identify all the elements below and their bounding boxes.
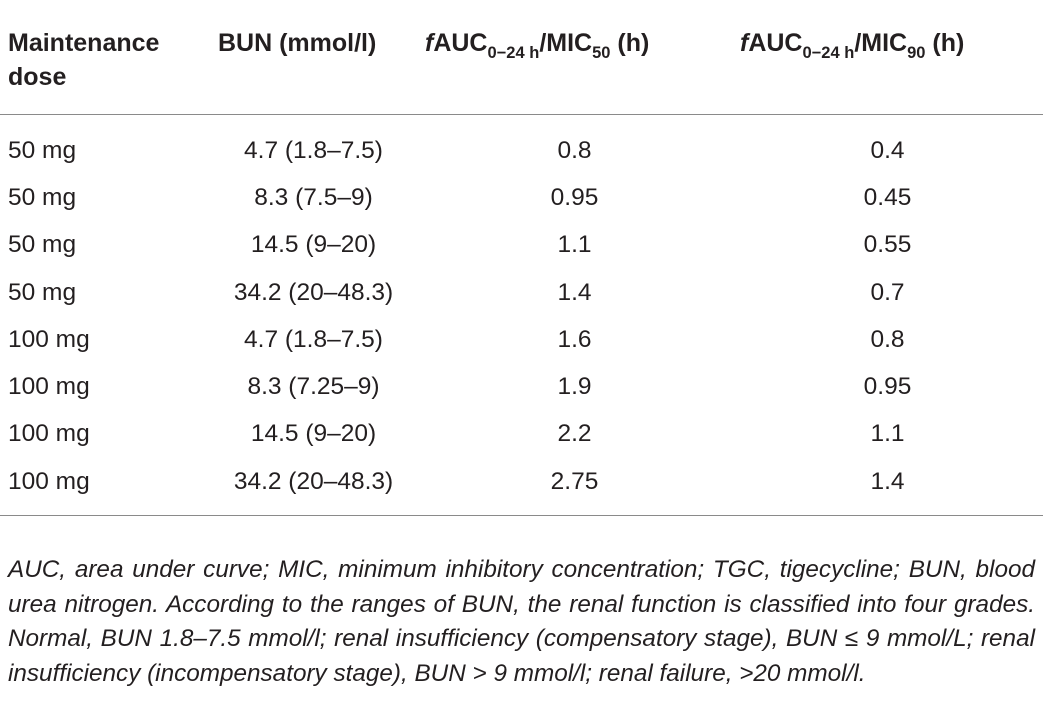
cell-mic90: 1.1 (870, 420, 905, 448)
table-row: 50 mg 8.3 (7.5–9) 0.95 0.45 (0, 174, 1043, 221)
dose-auc-mic-table: Maintenance dose BUN (mmol/l) fAUC0−24 h… (0, 10, 1043, 517)
cell-mic50: 2.2 (557, 420, 592, 448)
header-mic90-sub: 0−24 h (802, 44, 855, 63)
cell-dose: 100 mg (8, 325, 90, 353)
table-row: 100 mg 34.2 (20–48.3) 2.75 1.4 (0, 458, 1043, 517)
cell-mic50: 2.75 (417, 458, 732, 517)
cell-mic50: 1.4 (557, 278, 592, 306)
cell-bun: 8.3 (7.25–9) (247, 373, 380, 401)
cell-bun: 4.7 (1.8–7.5) (244, 136, 383, 164)
header-mic50-suffix: (h) (610, 29, 650, 57)
cell-bun: 8.3 (7.5–9) (254, 183, 373, 211)
table-row: 100 mg 4.7 (1.8–7.5) 1.6 0.8 (0, 316, 1043, 363)
header-bun: BUN (mmol/l) (218, 29, 377, 57)
header-fauc-mic90: fAUC0−24 h/MIC90 (h) (732, 10, 1043, 115)
table-header-row: Maintenance dose BUN (mmol/l) fAUC0−24 h… (0, 10, 1043, 115)
header-mic90-main: AUC (748, 29, 803, 57)
cell-dose: 100 mg (8, 420, 90, 448)
table-row: 50 mg 14.5 (9–20) 1.1 0.55 (0, 222, 1043, 269)
header-mic90-suffix: (h) (925, 29, 965, 57)
cell-bun: 14.5 (9–20) (250, 231, 377, 259)
header-mic50-prefix: f (425, 29, 434, 57)
header-mic50-sub2: 50 (592, 44, 611, 63)
table-header: Maintenance dose BUN (mmol/l) fAUC0−24 h… (0, 10, 1043, 115)
cell-mic90: 0.4 (870, 136, 905, 164)
cell-mic90: 0.55 (863, 231, 912, 259)
cell-dose: 100 mg (0, 458, 210, 517)
table-row: 50 mg 34.2 (20–48.3) 1.4 0.7 (0, 269, 1043, 316)
cell-mic90: 0.8 (870, 325, 905, 353)
cell-mic50: 1.1 (557, 231, 592, 259)
table-body: 50 mg 4.7 (1.8–7.5) 0.8 0.4 50 mg 8.3 (7… (0, 115, 1043, 517)
header-mic50-main: AUC (433, 29, 488, 57)
cell-mic50: 0.95 (550, 183, 599, 211)
cell-dose: 100 mg (8, 373, 90, 401)
cell-mic50: 1.9 (557, 373, 592, 401)
cell-mic90: 0.95 (863, 373, 912, 401)
cell-bun: 4.7 (1.8–7.5) (244, 325, 383, 353)
header-maintenance-dose: Maintenance dose (8, 29, 160, 91)
cell-dose: 50 mg (8, 231, 77, 259)
cell-mic90: 0.45 (863, 183, 912, 211)
cell-mic90: 1.4 (732, 458, 1043, 517)
cell-bun: 34.2 (20–48.3) (210, 458, 417, 517)
header-mic90-prefix: f (740, 29, 749, 57)
table-row: 50 mg 4.7 (1.8–7.5) 0.8 0.4 (0, 115, 1043, 175)
header-mic90-mid: /MIC (854, 29, 908, 57)
header-fauc-mic50: fAUC0−24 h/MIC50 (h) (417, 10, 732, 115)
table-footnote: AUC, area under curve; MIC, minimum inhi… (8, 556, 1035, 687)
header-mic50-mid: /MIC (539, 29, 593, 57)
cell-mic50: 1.6 (557, 325, 592, 353)
cell-dose: 50 mg (8, 136, 77, 164)
cell-mic50: 0.8 (557, 136, 592, 164)
header-mic90-sub2: 90 (907, 44, 926, 63)
table-row: 100 mg 14.5 (9–20) 2.2 1.1 (0, 411, 1043, 458)
table-row: 100 mg 8.3 (7.25–9) 1.9 0.95 (0, 363, 1043, 410)
header-mic50-sub: 0−24 h (487, 44, 540, 63)
cell-mic90: 0.7 (870, 278, 905, 306)
cell-dose: 50 mg (8, 183, 77, 211)
cell-bun: 34.2 (20–48.3) (233, 278, 394, 306)
cell-bun: 14.5 (9–20) (250, 420, 377, 448)
cell-dose: 50 mg (8, 278, 77, 306)
